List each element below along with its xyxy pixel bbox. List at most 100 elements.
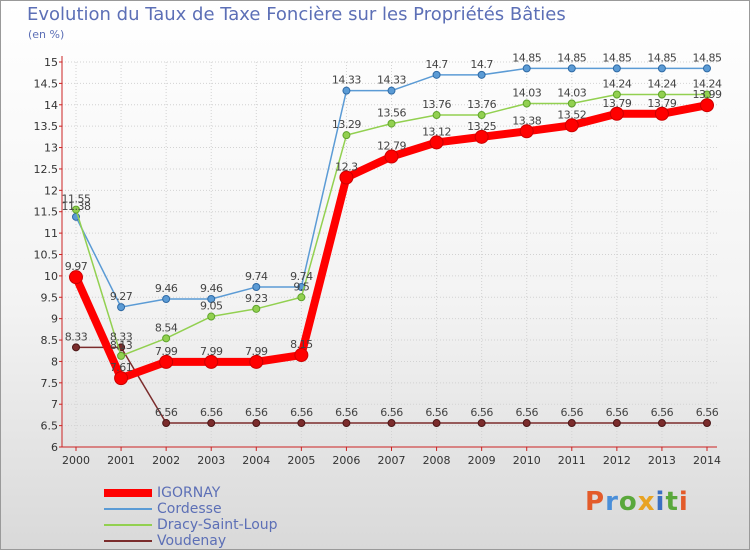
data-point — [162, 334, 171, 343]
data-label: 14.7 — [470, 58, 493, 71]
data-label: 14.33 — [377, 74, 406, 87]
data-label: 9.74 — [290, 270, 313, 283]
data-label: 13.99 — [693, 88, 722, 101]
data-point — [429, 135, 444, 150]
data-point — [207, 294, 216, 303]
data-point — [564, 118, 579, 133]
data-point — [207, 419, 216, 428]
data-label: 6.56 — [290, 406, 313, 419]
data-label: 9.74 — [245, 270, 268, 283]
data-point — [609, 106, 624, 121]
brand-logo: Proxiti — [585, 487, 689, 517]
data-label: 8.13 — [110, 339, 133, 352]
data-label: 9.27 — [110, 290, 133, 303]
x-tick-label: 2010 — [513, 454, 541, 467]
legend-swatch — [104, 524, 152, 526]
data-label: 14.85 — [557, 51, 586, 64]
legend-label: IGORNAY — [157, 485, 221, 501]
data-point — [432, 419, 441, 428]
data-label: 9.05 — [200, 300, 223, 313]
data-label: 13.25 — [467, 120, 496, 133]
data-point — [342, 86, 351, 95]
data-label: 9.46 — [200, 282, 223, 295]
data-point — [567, 419, 576, 428]
data-label: 6.56 — [651, 406, 674, 419]
data-point — [207, 312, 216, 321]
data-point — [342, 419, 351, 428]
chart-title: Evolution du Taux de Taxe Foncière sur l… — [27, 4, 566, 25]
data-label: 6.56 — [380, 406, 403, 419]
x-tick-label: 2004 — [242, 454, 270, 467]
data-point — [294, 348, 309, 363]
data-label: 13.76 — [467, 98, 496, 111]
y-tick-label: 6 — [51, 441, 58, 454]
logo-letter: i — [678, 487, 689, 517]
legend-swatch — [104, 489, 152, 497]
data-point — [117, 303, 126, 312]
data-label: 7.99 — [155, 345, 178, 358]
data-point — [477, 111, 486, 120]
data-label: 7.99 — [200, 345, 223, 358]
data-label: 14.24 — [647, 78, 676, 91]
data-label: 8.15 — [290, 338, 313, 351]
legend-swatch — [104, 508, 152, 510]
data-label: 6.56 — [200, 406, 223, 419]
data-point — [432, 111, 441, 120]
data-point — [522, 419, 531, 428]
data-label: 14.24 — [693, 78, 722, 91]
data-point — [72, 205, 80, 214]
data-label: 14.85 — [512, 51, 541, 64]
data-label: 7.99 — [245, 345, 268, 358]
y-axis-unit-label: (en %) — [28, 28, 65, 41]
y-tick-label: 12 — [44, 184, 58, 197]
y-tick-label: 14 — [44, 99, 58, 112]
x-tick-label: 2009 — [468, 454, 496, 467]
x-tick-label: 2014 — [693, 454, 721, 467]
data-label: 14.24 — [602, 78, 631, 91]
data-label: 13.76 — [422, 98, 451, 111]
data-label: 13.79 — [647, 97, 676, 110]
data-label: 6.56 — [425, 406, 448, 419]
data-point — [654, 106, 669, 121]
data-label: 14.85 — [602, 51, 631, 64]
x-tick-label: 2005 — [287, 454, 315, 467]
data-label: 14.85 — [693, 51, 722, 64]
data-label: 12.3 — [335, 161, 358, 174]
y-tick-label: 9.5 — [41, 291, 59, 304]
data-point — [657, 90, 666, 99]
data-point — [159, 354, 174, 369]
data-point — [477, 419, 486, 428]
data-label: 6.56 — [561, 406, 584, 419]
data-point — [567, 99, 576, 108]
y-tick-label: 12.5 — [34, 163, 59, 176]
data-label: 13.52 — [557, 108, 586, 121]
data-point — [567, 64, 576, 73]
data-label: 14.85 — [647, 51, 676, 64]
data-point — [477, 70, 486, 79]
data-label: 8.33 — [65, 330, 88, 343]
legend-swatch — [104, 540, 152, 542]
data-point — [204, 354, 219, 369]
logo-letter: t — [665, 487, 679, 517]
data-label: 7.61 — [110, 361, 133, 374]
y-tick-label: 11.5 — [34, 206, 59, 219]
data-label: 6.56 — [155, 406, 178, 419]
legend-label: Cordesse — [157, 501, 222, 517]
x-tick-label: 2011 — [558, 454, 586, 467]
data-label: 6.56 — [696, 406, 719, 419]
y-tick-label: 7.5 — [41, 377, 59, 390]
y-tick-label: 9 — [51, 313, 58, 326]
data-point — [117, 351, 126, 360]
x-tick-label: 2003 — [197, 454, 225, 467]
data-label: 9.97 — [65, 260, 88, 273]
data-point — [522, 99, 531, 108]
y-tick-label: 8 — [51, 355, 58, 368]
data-point — [612, 90, 621, 99]
x-tick-label: 2000 — [62, 454, 90, 467]
legend-label: Dracy-Saint-Loup — [157, 517, 278, 533]
data-point — [387, 419, 396, 428]
data-label: 12.79 — [377, 140, 406, 153]
data-point — [432, 70, 441, 79]
y-tick-label: 13 — [44, 142, 58, 155]
data-label: 13.12 — [422, 125, 451, 138]
